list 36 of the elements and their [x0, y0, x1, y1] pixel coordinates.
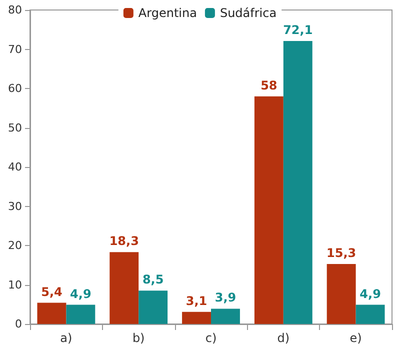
- bar: [138, 290, 168, 324]
- y-tick-label: 60: [8, 82, 22, 95]
- data-label: 5,4: [41, 284, 62, 299]
- x-tick-label: a): [60, 331, 72, 345]
- data-label: 4,9: [70, 286, 92, 301]
- y-tick-label: 40: [8, 160, 22, 174]
- bar: [66, 304, 96, 324]
- y-tick-label: 30: [8, 200, 22, 213]
- y-tick-label: 10: [8, 278, 22, 292]
- bar: [211, 308, 240, 324]
- bar: [326, 264, 356, 324]
- bar: [37, 302, 66, 324]
- x-tick-label: b): [132, 331, 145, 345]
- y-tick-label: 50: [8, 121, 22, 134]
- x-tick-label: e): [350, 331, 362, 345]
- x-tick-label: d): [277, 331, 290, 345]
- data-label: 4,9: [360, 286, 381, 301]
- legend-label: Sudáfrica: [220, 6, 277, 20]
- data-label: 3,1: [186, 294, 208, 308]
- y-tick-label: 0: [15, 318, 22, 330]
- bar: [254, 96, 284, 324]
- data-label: 15,3: [326, 246, 356, 260]
- data-label: 58: [260, 78, 278, 92]
- y-tick-label: 20: [8, 239, 22, 252]
- bar: [110, 252, 139, 324]
- data-label: 8,5: [142, 272, 164, 287]
- x-tick-label: c): [205, 331, 217, 345]
- bar: [356, 304, 385, 324]
- bar: [182, 312, 211, 324]
- y-tick-label: 80: [8, 4, 22, 16]
- data-label: 3,9: [214, 290, 236, 305]
- y-tick-label: 70: [8, 42, 22, 56]
- data-label: 72,1: [283, 23, 313, 38]
- data-label: 18,3: [109, 234, 139, 248]
- legend-label: Argentina: [138, 6, 197, 20]
- bar: [283, 41, 312, 324]
